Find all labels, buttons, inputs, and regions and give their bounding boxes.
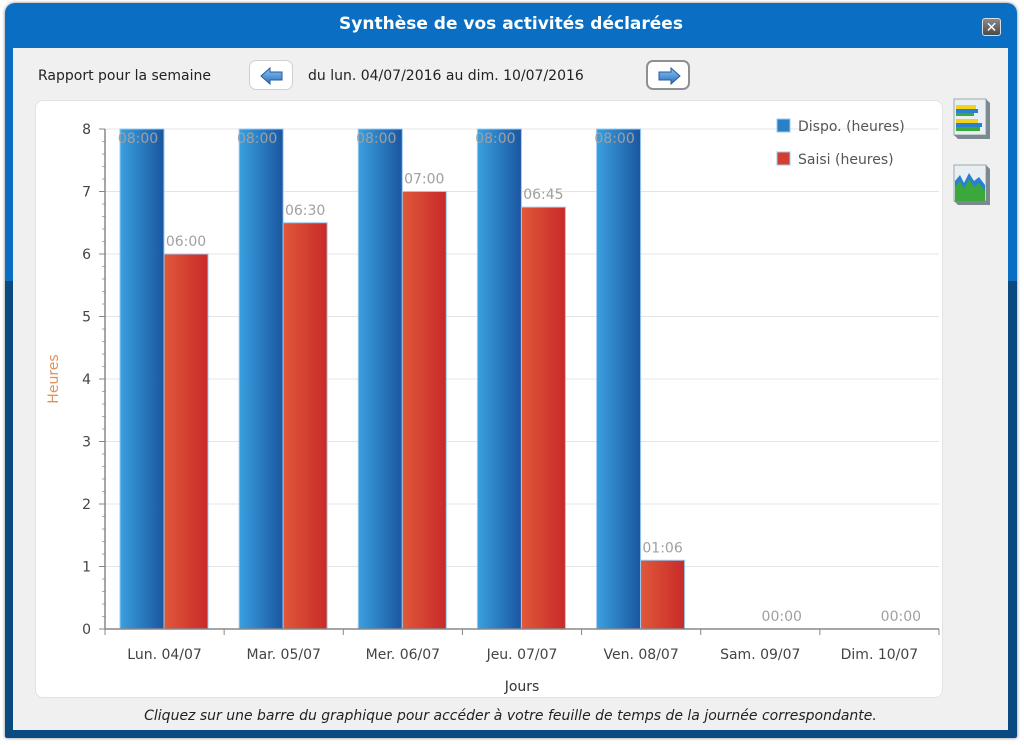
chart-hint: Cliquez sur une barre du graphique pour … xyxy=(144,708,877,724)
bar-chart: 08:00 08:00 08:00 08:00 08:00 06:00 06:30 07:00… xyxy=(46,118,940,695)
bar-chart-view-button[interactable] xyxy=(950,95,990,141)
dialog-body: Rapport pour la semaine du lun. 04/07/20… xyxy=(13,48,1008,730)
dispo-bar[interactable] xyxy=(119,128,165,630)
bar-value-label: 08:00 xyxy=(237,131,277,147)
x-tick-label: Mer. 06/07 xyxy=(366,647,440,663)
dialog-title: Synthèse de vos activités déclarées xyxy=(339,14,683,34)
dialog-window: Synthèse de vos activités déclarées ✕ Ra… xyxy=(5,3,1017,738)
bar-chart-icon xyxy=(953,98,990,139)
y-tick-label: 2 xyxy=(82,497,91,513)
legend-swatch xyxy=(776,118,791,133)
dispo-bar[interactable] xyxy=(596,128,642,630)
y-tick-label: 8 xyxy=(82,122,91,138)
bar-value-label: 08:00 xyxy=(475,131,515,147)
y-tick-label: 7 xyxy=(82,185,91,201)
bar-value-label: 06:30 xyxy=(285,203,325,219)
bar-value-label: 00:00 xyxy=(762,609,802,625)
x-tick-label: Sam. 09/07 xyxy=(720,647,800,663)
bar-value-label: 06:45 xyxy=(523,187,563,203)
bar-value-label: 07:00 xyxy=(404,172,444,188)
x-tick-label: Jeu. 07/07 xyxy=(486,647,558,663)
y-tick-label: 0 xyxy=(82,622,91,638)
report-label: Rapport pour la semaine xyxy=(38,68,211,84)
area-chart-icon xyxy=(953,164,990,205)
bar-value-label: 00:00 xyxy=(881,609,921,625)
y-tick-label: 1 xyxy=(82,560,91,576)
week-toolbar: Rapport pour la semaine du lun. 04/07/20… xyxy=(13,48,1008,100)
dispo-bar[interactable] xyxy=(357,128,403,630)
legend-label: Dispo. (heures) xyxy=(798,119,905,135)
dispo-bar[interactable] xyxy=(476,128,522,630)
legend-label: Saisi (heures) xyxy=(798,152,894,168)
chart-panel: 08:00 08:00 08:00 08:00 08:00 06:00 06:30 07:00… xyxy=(35,100,943,698)
bar-value-label: 01:06 xyxy=(642,540,682,556)
y-tick-label: 3 xyxy=(82,435,91,451)
y-axis-title: Heures xyxy=(46,354,62,403)
area-chart-view-button[interactable] xyxy=(950,161,990,207)
bar-value-label: 08:00 xyxy=(594,131,634,147)
previous-week-button[interactable] xyxy=(249,60,293,90)
next-week-button[interactable] xyxy=(646,60,690,90)
x-tick-label: Ven. 08/07 xyxy=(604,647,679,663)
saisi-bar[interactable] xyxy=(640,559,686,630)
arrow-left-icon xyxy=(260,67,283,85)
period-label: du lun. 04/07/2016 au dim. 10/07/2016 xyxy=(308,68,584,84)
close-icon: ✕ xyxy=(985,20,998,36)
y-tick-label: 4 xyxy=(82,372,91,388)
saisi-bar[interactable] xyxy=(163,253,209,630)
dispo-bar[interactable] xyxy=(238,128,284,630)
bar-value-label: 08:00 xyxy=(118,131,158,147)
x-tick-label: Dim. 10/07 xyxy=(841,647,919,663)
x-tick-label: Lun. 04/07 xyxy=(127,647,202,663)
title-bar: Synthèse de vos activités déclarées ✕ xyxy=(5,3,1017,47)
close-button[interactable]: ✕ xyxy=(982,18,1001,36)
legend-swatch xyxy=(776,151,791,166)
x-axis-title: Jours xyxy=(504,679,540,695)
bar-value-label: 06:00 xyxy=(166,234,206,250)
x-tick-label: Mar. 05/07 xyxy=(247,647,321,663)
arrow-right-icon xyxy=(658,67,681,85)
y-tick-label: 6 xyxy=(82,247,91,263)
y-tick-label: 5 xyxy=(82,310,91,326)
saisi-bar[interactable] xyxy=(282,222,328,630)
saisi-bar[interactable] xyxy=(520,206,566,630)
bar-value-label: 08:00 xyxy=(356,131,396,147)
saisi-bar[interactable] xyxy=(401,191,447,630)
